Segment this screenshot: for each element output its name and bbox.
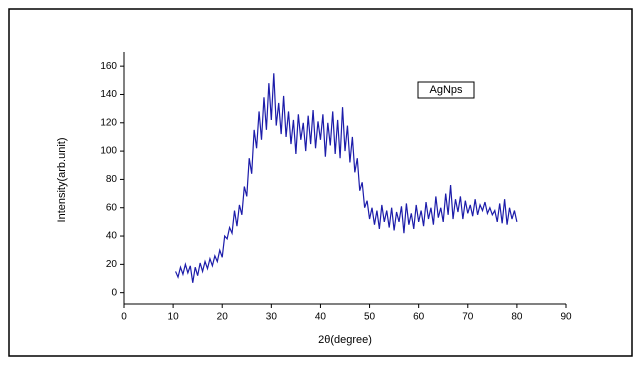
x-tick-label: 60 [413,312,425,323]
y-tick-label: 100 [100,146,117,157]
data-line [175,73,518,283]
x-tick-label: 70 [462,312,474,323]
x-tick-label: 90 [560,312,572,323]
y-tick-label: 0 [111,287,117,298]
y-tick-label: 120 [100,117,117,128]
legend-box [417,81,475,99]
x-tick-label: 50 [364,312,376,323]
y-tick-label: 40 [106,231,118,242]
x-tick-label: 0 [121,312,127,323]
x-axis-label: 2θ(degree) [318,334,372,346]
y-tick-label: 80 [106,174,118,185]
x-tick-label: 30 [266,312,278,323]
x-tick-label: 20 [217,312,229,323]
x-tick-label: 40 [315,312,327,323]
y-tick-label: 20 [106,259,118,270]
y-axis-label: Intensity(arb.unit) [56,138,68,223]
x-tick-label: 80 [511,312,523,323]
y-tick-label: 140 [100,89,117,100]
legend-label: AgNps [429,84,463,96]
y-tick-label: 60 [106,202,118,213]
frame [8,8,633,357]
x-tick-label: 10 [168,312,180,323]
y-tick-label: 160 [100,61,117,72]
